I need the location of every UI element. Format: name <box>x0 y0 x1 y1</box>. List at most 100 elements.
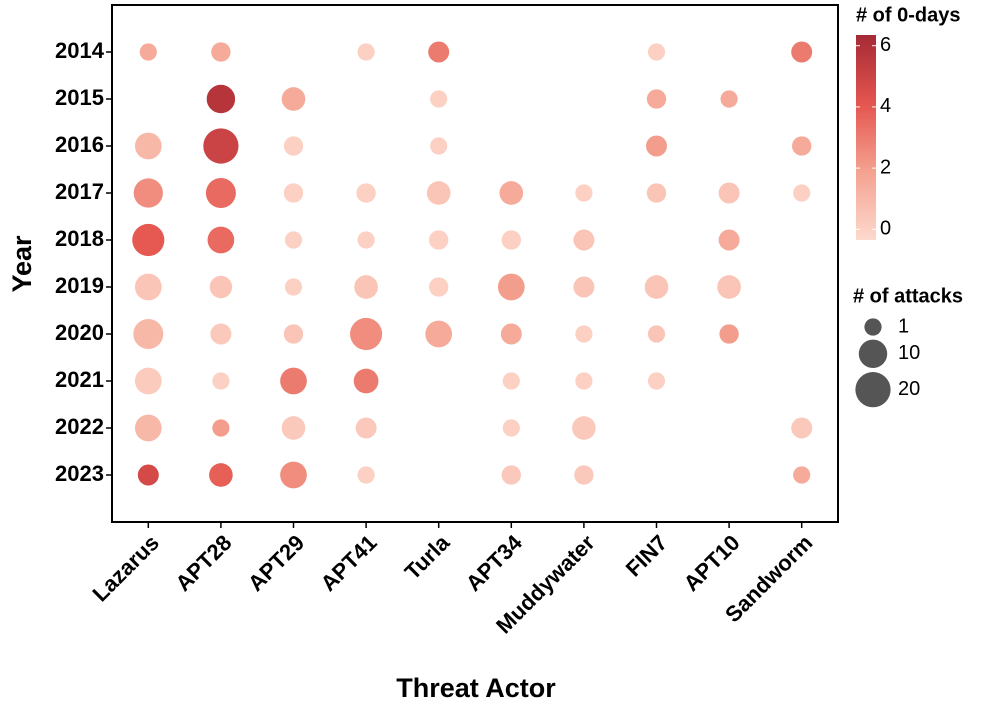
x-axis-title: Threat Actor <box>396 673 556 703</box>
bubble <box>429 230 449 250</box>
bubble <box>284 278 303 296</box>
bubble <box>793 466 811 484</box>
bubble <box>428 41 450 63</box>
colorbar-tick-label: 6 <box>880 34 891 56</box>
bubble <box>500 323 522 345</box>
bubble <box>211 42 231 62</box>
bubble <box>354 275 378 299</box>
bubble <box>647 325 666 343</box>
bubble <box>212 419 230 437</box>
bubble <box>207 226 235 254</box>
bubble <box>575 372 593 390</box>
bubble <box>209 275 233 299</box>
y-tick-label: 2016 <box>55 132 104 157</box>
bubble <box>430 137 448 155</box>
x-tick-label: APT34 <box>461 529 528 596</box>
bubble <box>357 231 375 249</box>
bubble <box>284 231 303 249</box>
colorbar-tick-label: 4 <box>880 95 891 117</box>
bubble <box>574 465 594 485</box>
bubble <box>132 223 165 257</box>
bubble <box>206 84 236 114</box>
bubble <box>357 43 375 61</box>
x-tick-label: APT41 <box>316 530 382 596</box>
bubble <box>134 414 162 442</box>
bubble <box>133 178 163 208</box>
bubble <box>283 324 304 344</box>
bubble <box>791 41 813 63</box>
bubble <box>573 276 595 298</box>
bubble <box>501 465 521 485</box>
bubble <box>356 183 376 203</box>
bubble <box>502 419 520 437</box>
bubble <box>209 463 233 487</box>
x-tick-label: APT28 <box>170 530 236 596</box>
bubble <box>281 416 306 440</box>
bubble <box>793 184 811 202</box>
bubble <box>575 325 593 343</box>
bubble <box>280 367 307 395</box>
bubble <box>134 367 162 395</box>
bubble <box>719 324 739 344</box>
bubble <box>791 417 813 439</box>
colorbar-tick-label: 2 <box>880 156 891 178</box>
y-tick-label: 2020 <box>55 320 104 345</box>
bubble <box>134 132 162 160</box>
bubble <box>718 182 740 204</box>
bubble <box>575 184 593 202</box>
bubble <box>425 320 453 348</box>
bubble <box>203 128 239 164</box>
x-tick-label: Lazarus <box>87 530 163 606</box>
bubble <box>281 87 306 111</box>
x-tick-label: Turla <box>400 529 455 584</box>
bubble <box>355 417 377 439</box>
bubble <box>137 464 159 486</box>
bubble <box>720 90 738 108</box>
bubble <box>502 372 520 390</box>
y-axis-title: Year <box>7 235 37 293</box>
bubble <box>792 136 812 156</box>
x-tick-label: APT29 <box>243 530 309 596</box>
x-tick-label: FIN7 <box>621 530 672 581</box>
bubble <box>718 229 740 251</box>
bubble <box>139 43 157 61</box>
bubble <box>572 416 596 440</box>
bubble <box>645 135 668 157</box>
bubble <box>497 273 525 301</box>
bubble <box>499 181 524 205</box>
bubble <box>717 275 741 299</box>
y-tick-label: 2019 <box>55 273 104 298</box>
bubble <box>429 277 449 297</box>
colorbar <box>856 35 876 240</box>
colorbar-tick-label: 0 <box>880 218 891 240</box>
size-legend-key <box>864 318 882 336</box>
bubble <box>283 136 304 156</box>
bubble <box>646 183 667 203</box>
bubble <box>212 372 230 390</box>
y-tick-label: 2017 <box>55 179 104 204</box>
y-tick-label: 2023 <box>55 461 104 486</box>
bubble <box>430 90 448 108</box>
bubble <box>283 183 304 203</box>
bubble <box>280 461 307 489</box>
x-tick-label: APT10 <box>679 530 745 596</box>
y-tick-label: 2021 <box>55 367 104 392</box>
size-legend-label: 1 <box>898 315 909 337</box>
bubble <box>644 275 669 299</box>
size-legend-key <box>858 339 888 369</box>
bubble <box>501 230 521 250</box>
bubble <box>210 323 232 345</box>
bubble <box>426 181 451 205</box>
bubble <box>647 43 666 61</box>
size-legend-title: # of attacks <box>853 285 963 307</box>
bubble <box>350 317 383 351</box>
bubble <box>133 318 164 350</box>
bubble <box>647 372 666 390</box>
bubble <box>134 273 162 301</box>
bubble <box>646 89 667 109</box>
y-tick-label: 2015 <box>55 85 104 110</box>
size-legend-label: 10 <box>898 342 920 364</box>
y-tick-label: 2014 <box>55 38 105 63</box>
y-tick-label: 2022 <box>55 414 104 439</box>
